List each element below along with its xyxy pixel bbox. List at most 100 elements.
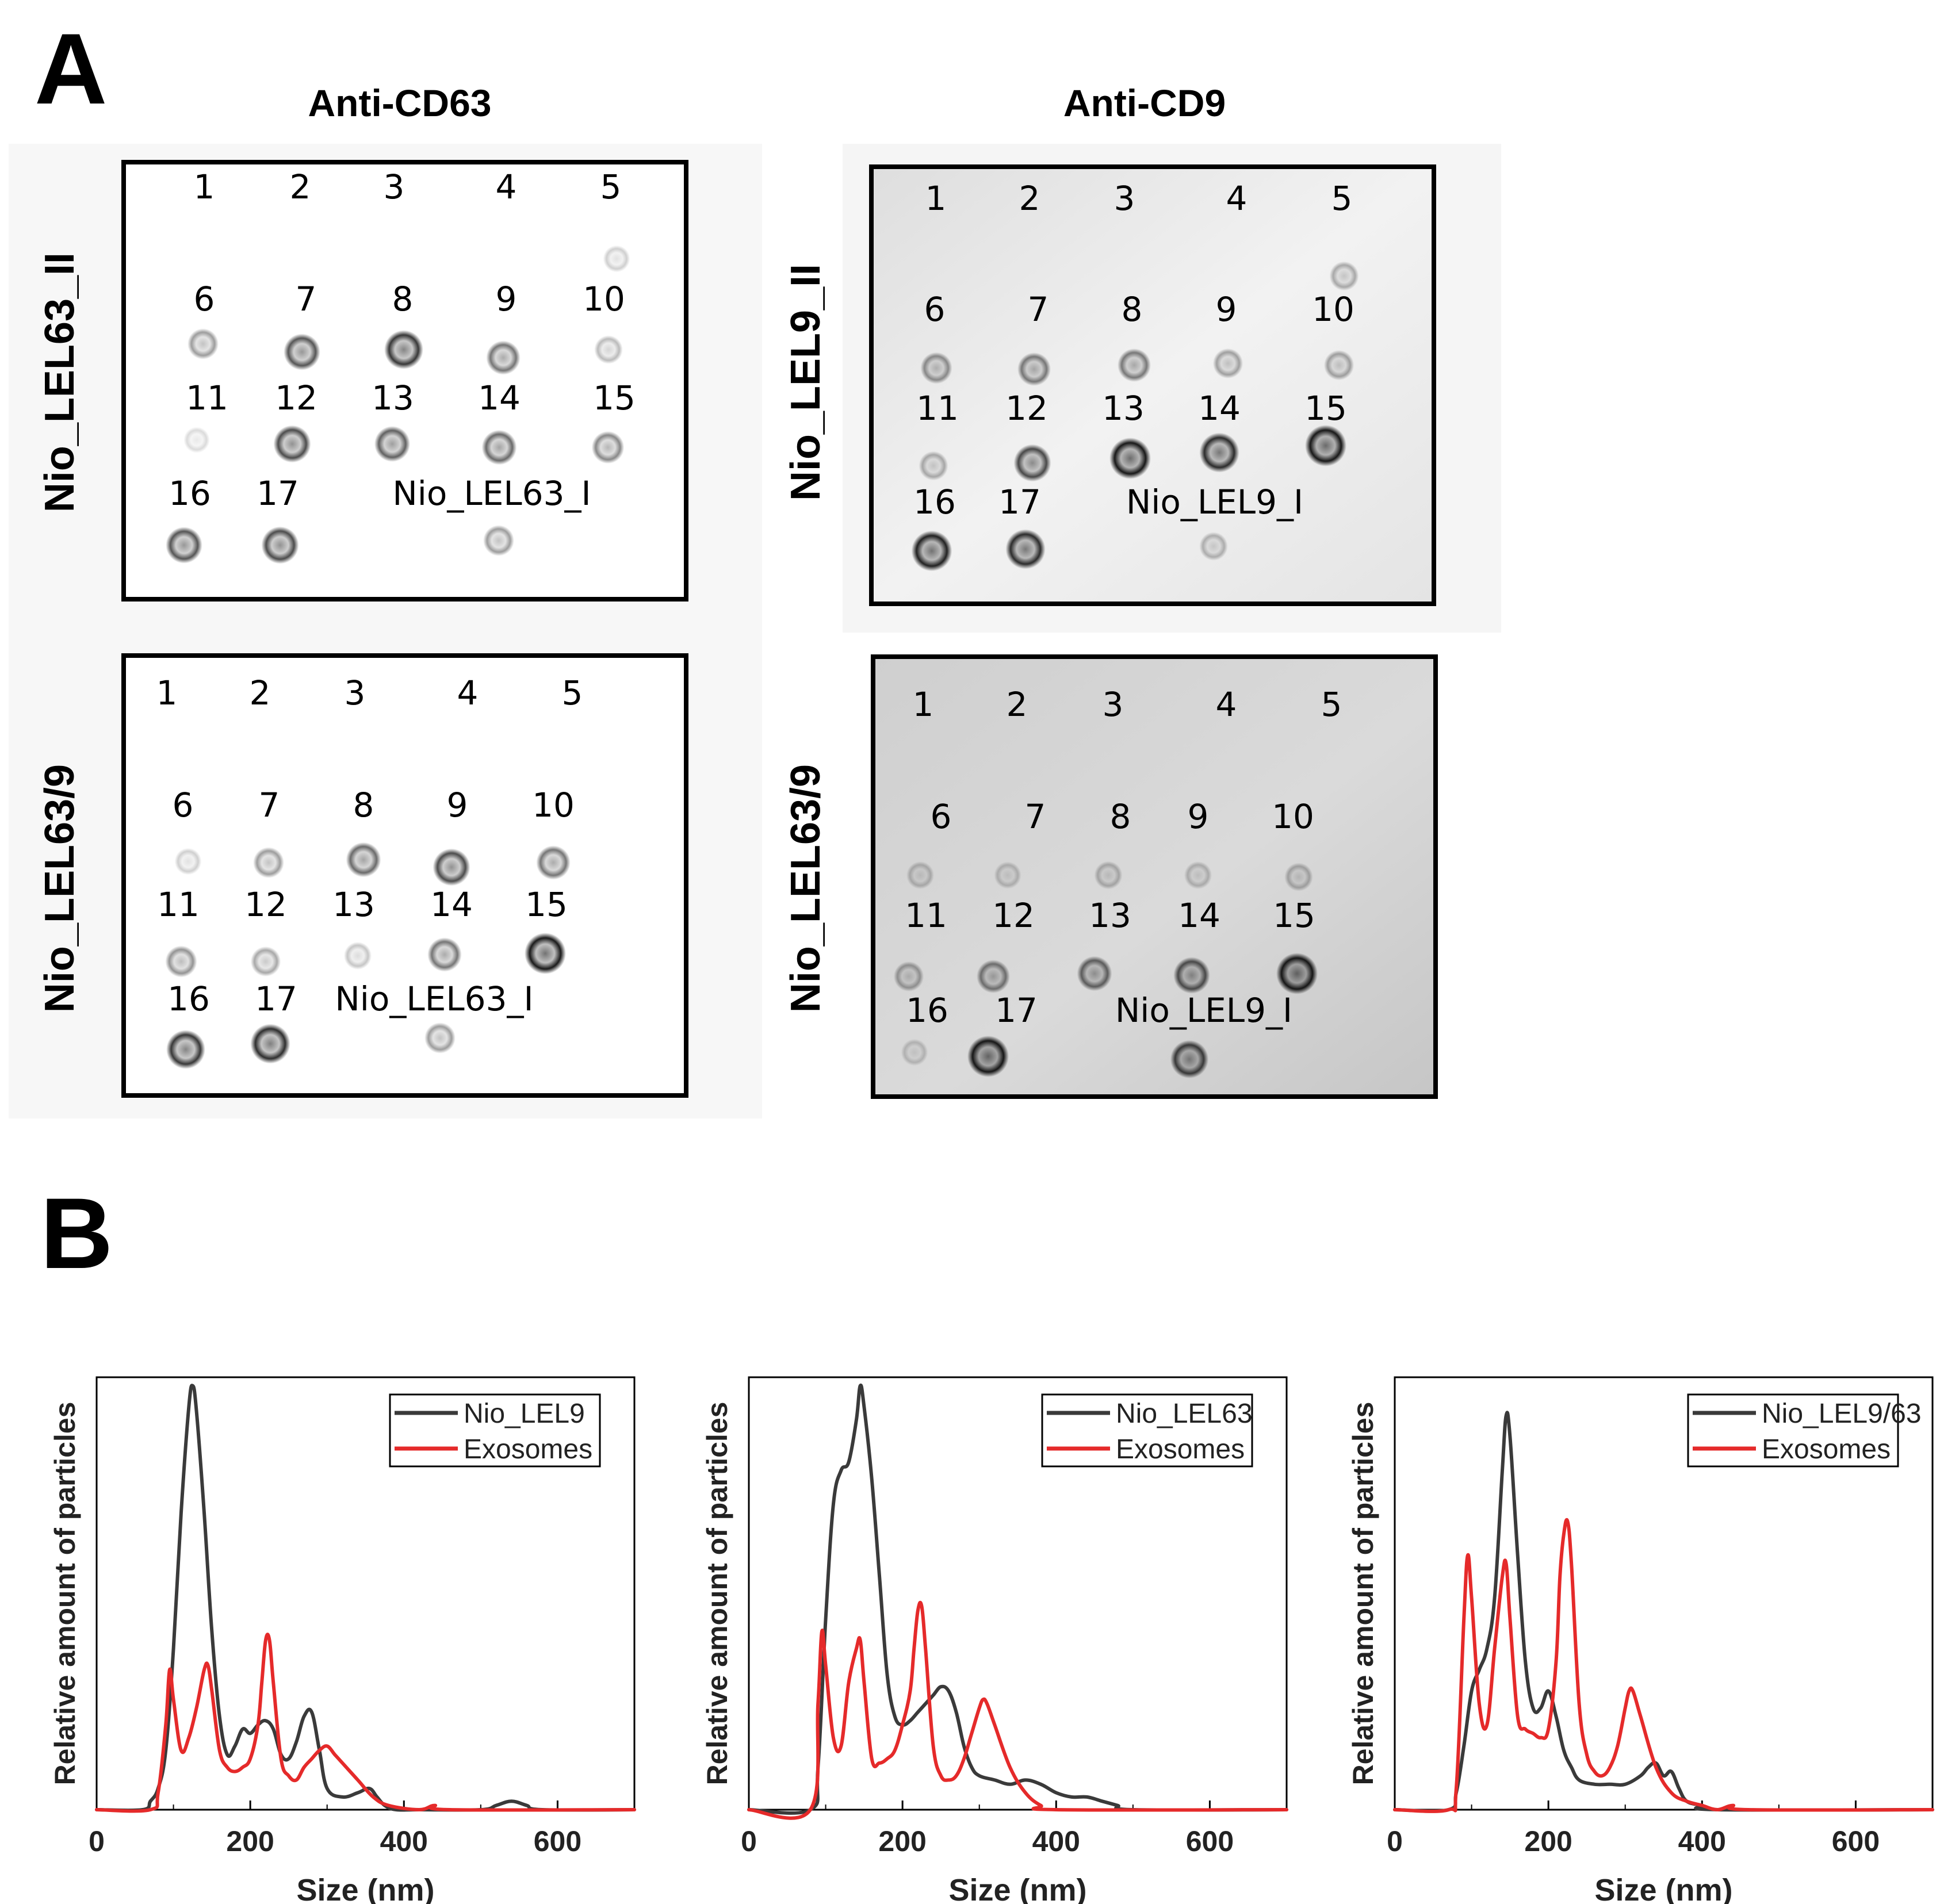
lane-label: 10 bbox=[532, 786, 575, 825]
plot-frame bbox=[748, 1376, 1288, 1811]
blot-spot bbox=[603, 245, 630, 273]
control-label: Nio_LEL9_I bbox=[1126, 482, 1303, 522]
blot-spot bbox=[261, 526, 299, 564]
x-tick-label: 600 bbox=[1186, 1825, 1234, 1857]
lane-label: 13 bbox=[1102, 389, 1145, 428]
blot-spot bbox=[1094, 861, 1123, 890]
lane-label: 5 bbox=[1321, 685, 1342, 724]
x-axis-label: Size (nm) bbox=[1594, 1873, 1732, 1904]
lane-label: 17 bbox=[995, 991, 1038, 1030]
blot-spot bbox=[1305, 425, 1346, 466]
blot-spot bbox=[1199, 532, 1228, 561]
lane-label: 6 bbox=[931, 797, 952, 836]
x-tick-label: 0 bbox=[89, 1825, 105, 1857]
lane-label: 12 bbox=[992, 896, 1035, 935]
panel-a-label: A bbox=[35, 13, 107, 125]
control-label: Nio_LEL9_I bbox=[1115, 991, 1292, 1030]
blot-spot bbox=[183, 427, 210, 453]
legend-entry: Exosomes bbox=[1762, 1434, 1891, 1465]
blot-spot bbox=[994, 861, 1021, 889]
blot-spot bbox=[250, 946, 281, 977]
column-title-anti-cd9: Anti-CD9 bbox=[1063, 82, 1226, 124]
blot-spot bbox=[1170, 1040, 1209, 1079]
lane-label: 10 bbox=[1312, 290, 1354, 329]
x-tick-label: 0 bbox=[741, 1825, 757, 1857]
series-line-exosomes bbox=[1393, 1518, 1934, 1813]
row-label-nio-lel63-9-left: Nio_LEL63/9 bbox=[37, 764, 83, 1013]
lane-label: 11 bbox=[905, 896, 947, 935]
blot-spot bbox=[1212, 348, 1243, 379]
legend-entry: Exosomes bbox=[464, 1434, 592, 1465]
legend: Nio_LEL9/63 Exosomes bbox=[1687, 1393, 1922, 1468]
lane-label: 9 bbox=[447, 786, 468, 825]
lane-label: 16 bbox=[906, 991, 948, 1030]
series-line-nio-lel63 bbox=[747, 1383, 1288, 1815]
lane-label: 3 bbox=[1114, 179, 1135, 218]
lane-label: 14 bbox=[430, 885, 473, 924]
lane-label: 12 bbox=[244, 885, 287, 924]
x-tick-label: 200 bbox=[226, 1825, 274, 1857]
y-axis-label: Relative amount of particles bbox=[701, 1402, 733, 1786]
lane-label: 17 bbox=[255, 979, 297, 1018]
blot-spot bbox=[374, 426, 411, 462]
lane-label: 2 bbox=[1007, 685, 1028, 724]
blot-spot bbox=[906, 861, 935, 890]
legend-entry: Nio_LEL9/63 bbox=[1762, 1399, 1922, 1429]
chart-nio-lel63: 0 200 400 600 Size (nm) Relative amount of pa… bbox=[701, 1376, 1288, 1904]
x-tick-label: 200 bbox=[878, 1825, 926, 1857]
lane-label: 1 bbox=[913, 685, 934, 724]
lane-label: 9 bbox=[1216, 290, 1237, 329]
lane-label: 13 bbox=[1089, 896, 1131, 935]
lane-label: 15 bbox=[1273, 896, 1315, 935]
lane-label: 8 bbox=[1110, 797, 1131, 836]
blot-spot bbox=[591, 431, 625, 464]
series-line-exosomes bbox=[747, 1600, 1288, 1820]
lane-label: 4 bbox=[496, 167, 517, 206]
blot-spot bbox=[250, 1024, 290, 1064]
legend-entry: Nio_LEL9 bbox=[464, 1399, 585, 1429]
blot-spot bbox=[1118, 348, 1151, 382]
blot-spot bbox=[284, 334, 320, 370]
lane-label: 3 bbox=[384, 167, 405, 206]
lane-label: 10 bbox=[1272, 797, 1314, 836]
x-tick-label: 400 bbox=[1678, 1825, 1726, 1857]
lane-label: 13 bbox=[372, 378, 414, 417]
lane-label: 12 bbox=[275, 378, 317, 417]
lane-label: 7 bbox=[296, 279, 317, 319]
panel-b-label: B bbox=[40, 1178, 113, 1290]
blot-spot bbox=[967, 1036, 1009, 1077]
blot-spot bbox=[977, 960, 1010, 993]
lane-label: 11 bbox=[916, 389, 959, 428]
x-tick-label: 400 bbox=[380, 1825, 428, 1857]
series-line-nio-lel9-63 bbox=[1393, 1411, 1934, 1813]
legend: Nio_LEL9 Exosomes bbox=[389, 1393, 601, 1468]
lane-label: 7 bbox=[1028, 290, 1049, 329]
blot-spot bbox=[920, 352, 952, 384]
blot-spot bbox=[1013, 444, 1051, 482]
lane-label: 2 bbox=[250, 673, 271, 712]
lane-label: 1 bbox=[194, 167, 215, 206]
blot-spot bbox=[1284, 863, 1313, 891]
blot-spot bbox=[165, 945, 197, 978]
x-tick-label: 0 bbox=[1387, 1825, 1403, 1857]
lane-label: 3 bbox=[345, 673, 366, 712]
blot-spot bbox=[1109, 438, 1151, 479]
row-label-nio-lel63-ii: Nio_LEL63_II bbox=[37, 252, 83, 512]
blot-spot bbox=[901, 1039, 928, 1066]
lane-label: 14 bbox=[1178, 896, 1220, 935]
lane-label: 8 bbox=[1122, 290, 1143, 329]
lane-label: 8 bbox=[353, 786, 374, 825]
row-label-nio-lel63-9-right: Nio_LEL63/9 bbox=[783, 764, 829, 1013]
blot-spot bbox=[1199, 432, 1239, 473]
lane-label: 13 bbox=[332, 885, 375, 924]
lane-label: 6 bbox=[924, 290, 946, 329]
legend-entry: Nio_LEL63 bbox=[1116, 1399, 1253, 1429]
blot-spot bbox=[424, 1022, 456, 1053]
blot-spot bbox=[1329, 261, 1359, 291]
blot-spot bbox=[1017, 353, 1051, 386]
blot-spot bbox=[273, 425, 311, 463]
lane-label: 16 bbox=[169, 474, 211, 513]
